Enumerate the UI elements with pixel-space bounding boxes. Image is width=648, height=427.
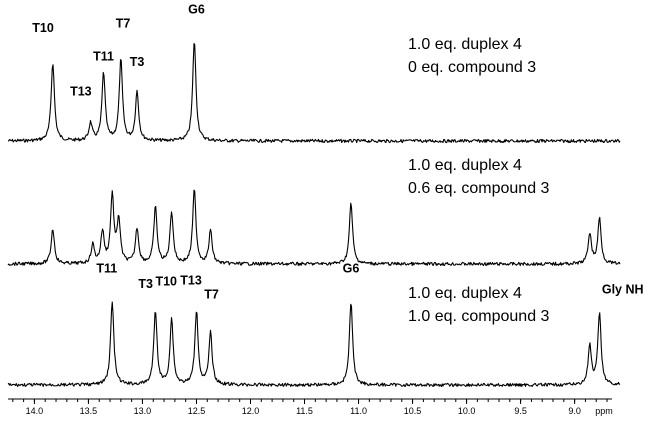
peak-label-t10: T10 bbox=[155, 275, 177, 289]
peak-label-t7: T7 bbox=[116, 17, 131, 31]
peak-label-t10: T10 bbox=[32, 21, 54, 35]
peak-label-t3: T3 bbox=[138, 277, 153, 291]
condition-line-2-1: 1.0 eq. duplex 4 bbox=[408, 157, 522, 174]
x-axis: 14.0 13.5 13.0 12.5 12.0 11.5 11.0 10.5 10.0 9.5 9… bbox=[8, 398, 613, 416]
x-tick-label: 14.0 bbox=[26, 406, 44, 416]
spectrum-3-peak-6 bbox=[350, 301, 352, 303]
peak-label-g6: G6 bbox=[343, 262, 360, 276]
x-tick-label: 9.5 bbox=[514, 406, 527, 416]
peak-label-t13: T13 bbox=[180, 273, 202, 287]
condition-line-3-2: 1.0 eq. compound 3 bbox=[408, 308, 550, 325]
peak-label-t7: T7 bbox=[204, 287, 219, 301]
peak-label-gly-nh: Gly NH bbox=[602, 283, 644, 297]
spectra-layer bbox=[7, 40, 621, 388]
spectrum-3-peak-2 bbox=[155, 310, 157, 312]
conditions-layer: 1.0 eq. duplex 4 0 eq. compound 3 1.0 eq. … bbox=[408, 36, 550, 325]
peak-label-g6: G6 bbox=[188, 2, 205, 16]
condition-line-1-1: 1.0 eq. duplex 4 bbox=[408, 36, 522, 53]
x-tick-label: 12.0 bbox=[242, 406, 260, 416]
x-tick-label: 12.5 bbox=[188, 406, 206, 416]
spectrum-trace-2 bbox=[7, 189, 621, 267]
peak-label-t11: T11 bbox=[96, 262, 117, 276]
x-unit-label: ppm bbox=[595, 406, 613, 416]
x-tick-label: 10.5 bbox=[404, 406, 422, 416]
x-tick-label: 11.5 bbox=[296, 406, 313, 416]
spectrum-2-peak-1 bbox=[52, 228, 54, 230]
peak-label-t3: T3 bbox=[130, 55, 145, 69]
condition-line-1-2: 0 eq. compound 3 bbox=[408, 59, 536, 76]
condition-line-2-2: 0.6 eq. compound 3 bbox=[408, 180, 550, 197]
spectrum-1-peak-6 bbox=[194, 40, 196, 42]
x-tick-label: 13.0 bbox=[134, 406, 152, 416]
peak-label-t11: T11 bbox=[93, 49, 114, 63]
condition-line-3-1: 1.0 eq. duplex 4 bbox=[408, 285, 522, 302]
peak-label-t13: T13 bbox=[70, 84, 92, 98]
x-tick-label: 11.0 bbox=[350, 406, 367, 416]
x-tick-label: 13.5 bbox=[80, 406, 98, 416]
x-tick-label: 9.0 bbox=[568, 406, 581, 416]
x-tick-label: 10.0 bbox=[458, 406, 476, 416]
spectrum-trace-1 bbox=[7, 42, 621, 144]
spectrum-trace-3 bbox=[7, 301, 621, 388]
spectrum-1-peak-1 bbox=[52, 62, 54, 64]
